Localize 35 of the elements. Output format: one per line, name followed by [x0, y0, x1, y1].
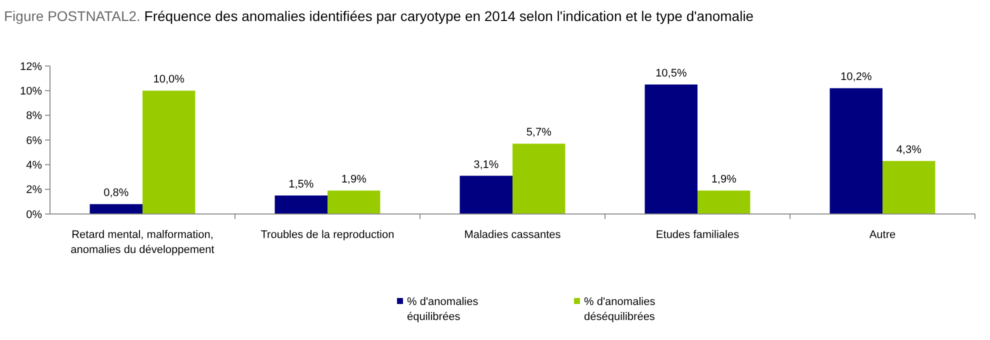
bar	[328, 190, 380, 214]
y-tick-label: 10%	[20, 86, 42, 98]
legend-label: % d'anomalies équilibrées	[407, 296, 479, 323]
chart-title: Figure POSTNATAL2. Fréquence des anomalies identifiées par caryotype en 2014 selon l'indication et le type d'anomalie	[4, 8, 754, 24]
data-label: 10,5%	[656, 68, 687, 80]
bar	[460, 176, 512, 214]
bar	[882, 160, 936, 214]
x-tick-label: Etudes familiales	[656, 229, 740, 241]
data-label: 0,8%	[104, 187, 129, 200]
y-tick-label: 6%	[26, 134, 42, 147]
x-tick-label: Retard mental, malformation, anomalies du développement	[70, 229, 214, 256]
data-label: 10,2%	[840, 71, 872, 84]
data-label: 1,5%	[288, 178, 314, 190]
bar	[512, 144, 566, 214]
bar	[644, 84, 698, 214]
bar	[274, 196, 328, 214]
y-tick-label: 4%	[26, 160, 42, 172]
bar	[830, 88, 882, 214]
data-label: 1,9%	[711, 174, 737, 186]
legend-label: % d'anomalies déséquilibrées	[584, 296, 656, 323]
x-tick-label: Maladies cassantes	[464, 229, 562, 241]
data-label: 4,3%	[896, 144, 922, 156]
data-label: 3,1%	[474, 158, 499, 171]
y-tick-label: 2%	[26, 184, 42, 196]
data-label: 10,0%	[153, 74, 185, 86]
data-label: 5,7%	[526, 126, 552, 139]
y-tick-label: 0%	[26, 208, 42, 221]
bar	[698, 190, 750, 214]
bar	[90, 204, 142, 214]
data-label: 1,9%	[341, 174, 367, 186]
x-tick-label: Autre	[869, 229, 896, 241]
y-tick-label: 12%	[20, 60, 42, 73]
x-tick-label: Troubles de la reproduction	[260, 229, 394, 241]
y-tick-label: 8%	[26, 110, 42, 122]
bar	[142, 90, 196, 214]
